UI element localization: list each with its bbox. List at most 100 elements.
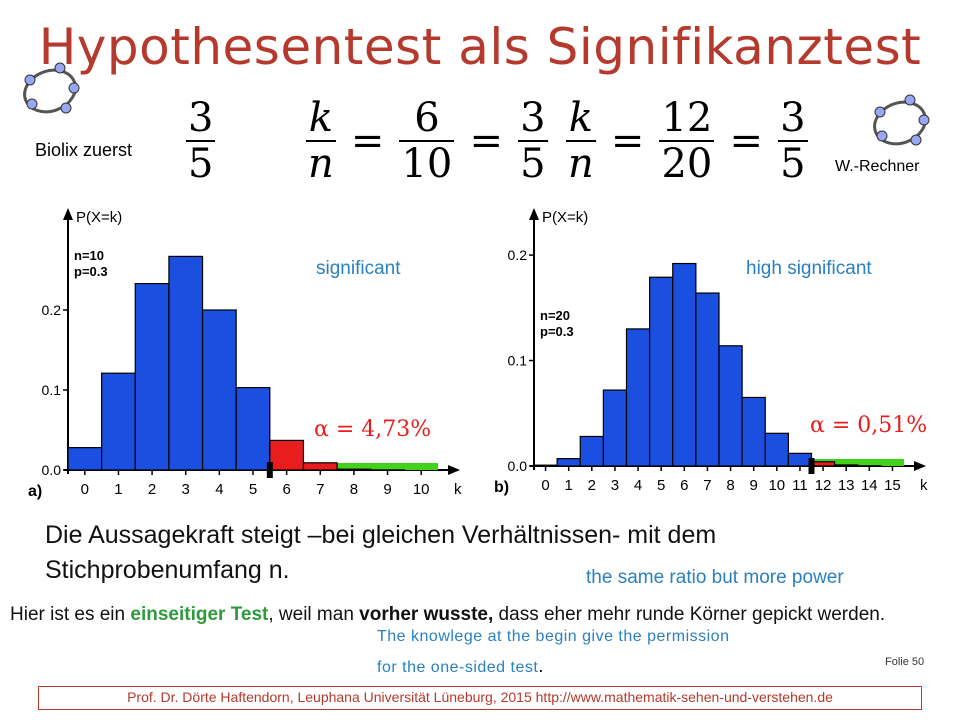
bar xyxy=(834,464,859,467)
x-axis-label: k xyxy=(920,477,928,494)
bar xyxy=(810,461,836,467)
slide-number: Folie 50 xyxy=(885,656,925,668)
bar xyxy=(787,452,813,467)
bar xyxy=(533,464,558,467)
geogebra-logo-icon xyxy=(873,94,930,146)
formula-n: n xyxy=(308,141,334,187)
binomial-chart-a: P(X=k) 0.0 0.1 0.2 0 1 2 3 4 5 6 7 8 9 10 a) k n=10p=0.3 s… xyxy=(28,208,462,500)
permission-note-line1: The knowlege at the begin give the permi… xyxy=(377,628,730,645)
x-tick-label: 7 xyxy=(703,477,711,494)
x-tick-label: 2 xyxy=(148,481,156,498)
bar xyxy=(336,468,372,471)
y-tick-label: 0.2 xyxy=(508,247,528,263)
formula-den: 5 xyxy=(780,141,806,187)
x-tick-label: 6 xyxy=(282,481,290,498)
page-title: Hypothesentest als Signifikanztest xyxy=(38,18,922,76)
equals-sign: = xyxy=(469,118,503,164)
critical-value-marker xyxy=(266,462,273,478)
x-tick-label: 2 xyxy=(588,477,596,494)
formula-n: n xyxy=(568,141,594,187)
y-tick-label: 0.1 xyxy=(508,353,528,369)
x-tick-label: 0 xyxy=(81,481,89,498)
bar xyxy=(556,458,581,467)
y-axis-label: P(X=k) xyxy=(76,209,122,226)
x-tick-label: 14 xyxy=(861,477,878,494)
binomial-chart-b: P(X=k)0.00.10.20 1 2 3 4 5 6 7 8 9 10 11 12 13 14 15b) k… xyxy=(494,208,928,496)
bar xyxy=(718,345,743,467)
explanation-part: , weil man xyxy=(268,604,360,625)
bar xyxy=(741,396,766,467)
alpha-label: α = 4,73% xyxy=(314,417,431,442)
bar xyxy=(201,309,237,471)
x-tick-label: 6 xyxy=(680,477,688,494)
x-tick-label: 11 xyxy=(792,477,808,494)
permission-note-period: . xyxy=(538,656,544,676)
bar xyxy=(625,328,651,467)
x-tick-label: 4 xyxy=(215,481,223,498)
one-sided-test-highlight: einseitiger Test xyxy=(130,604,269,625)
formula-den: 20 xyxy=(661,141,713,187)
y-tick-label: 0.0 xyxy=(508,458,528,474)
bar xyxy=(168,255,204,471)
formula-den: 10 xyxy=(401,141,453,187)
bar xyxy=(695,292,720,467)
parameter-label: n=20 xyxy=(540,308,570,323)
bar xyxy=(649,276,674,467)
equals-sign: = xyxy=(610,118,645,164)
x-tick-label: 9 xyxy=(750,477,758,494)
x-tick-label: 1 xyxy=(565,477,573,494)
biolix-label: Biolix zuerst xyxy=(35,140,133,160)
permission-note-text: for the one-sided test xyxy=(377,659,539,676)
y-tick-label: 0.1 xyxy=(42,382,62,398)
bar xyxy=(67,447,103,471)
explanation-text: Hier ist es ein einseitiger Test, weil m… xyxy=(10,602,910,628)
x-axis-arrow-icon xyxy=(448,465,460,475)
x-tick-label: 8 xyxy=(726,477,734,494)
explanation-bold: vorher wusste, xyxy=(359,604,494,625)
bar xyxy=(101,372,136,471)
formula-num: 6 xyxy=(414,95,440,141)
bar xyxy=(302,462,338,471)
biolix-num: 3 xyxy=(188,95,214,141)
y-axis-arrow-icon xyxy=(529,208,539,220)
formula-num: 12 xyxy=(661,95,713,141)
parameter-label: p=0.3 xyxy=(74,264,108,279)
bar xyxy=(602,389,628,467)
x-tick-label: 0 xyxy=(541,477,549,494)
x-tick-label: 12 xyxy=(815,477,832,494)
bar xyxy=(764,432,789,467)
rejection-region xyxy=(811,459,904,466)
bar xyxy=(672,262,697,467)
permission-note-line2: for the one-sided test. xyxy=(377,656,544,677)
bar xyxy=(235,387,271,471)
formula-num: 3 xyxy=(780,95,806,141)
x-tick-label: 8 xyxy=(350,481,358,498)
parameter-label: n=10 xyxy=(74,248,104,263)
critical-value-marker xyxy=(808,458,815,474)
formula-num: 3 xyxy=(520,95,546,141)
panel-label: a) xyxy=(28,483,42,500)
wrechner-label: W.-Rechner xyxy=(835,158,920,175)
x-tick-label: 10 xyxy=(768,477,785,494)
footer: Prof. Dr. Dörte Haftendorn, Leuphana Uni… xyxy=(38,686,922,710)
x-axis-label: k xyxy=(454,481,462,498)
bar xyxy=(134,282,170,471)
y-axis-arrow-icon xyxy=(63,208,73,220)
explanation-part: Hier ist es ein xyxy=(10,604,131,625)
bar xyxy=(579,435,604,467)
x-tick-label: 4 xyxy=(634,477,642,494)
biolix-den: 5 xyxy=(188,141,214,187)
x-tick-label: 7 xyxy=(316,481,324,498)
y-tick-label: 0.0 xyxy=(42,462,62,478)
panel-label: b) xyxy=(494,479,509,496)
alpha-label: α = 0,51% xyxy=(810,413,927,438)
x-tick-label: 9 xyxy=(383,481,391,498)
rejection-region xyxy=(269,463,438,470)
x-tick-label: 5 xyxy=(657,477,665,494)
x-tick-label: 1 xyxy=(114,481,122,498)
y-axis-label: P(X=k) xyxy=(542,209,588,226)
x-tick-label: 10 xyxy=(413,481,430,498)
